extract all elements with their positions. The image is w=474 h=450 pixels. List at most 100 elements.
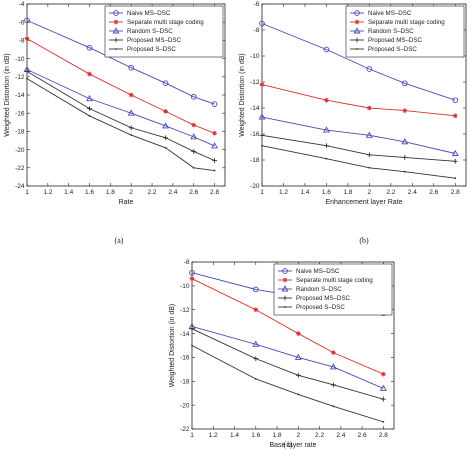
y-axis-label: Weighted Distortion (in dB) xyxy=(4,53,11,137)
data-point xyxy=(192,166,195,169)
x-tick-label: 1 xyxy=(190,432,194,439)
data-point xyxy=(253,356,259,362)
data-point xyxy=(295,331,301,336)
data-point xyxy=(368,166,371,169)
legend-box xyxy=(104,5,224,58)
data-point xyxy=(191,149,197,154)
y-tick-label: -6 xyxy=(19,19,25,26)
y-tick-label: -12 xyxy=(250,79,260,86)
data-point xyxy=(130,134,133,136)
y-tick-label: -16 xyxy=(250,131,260,138)
series-line xyxy=(26,19,215,105)
series-line xyxy=(26,70,215,161)
data-point xyxy=(324,97,329,103)
data-point xyxy=(128,64,135,71)
y-tick-label: -10 xyxy=(15,56,25,63)
data-point xyxy=(382,420,385,423)
legend-entry: Naive MS–DSC xyxy=(368,10,412,17)
y-tick-label: -14 xyxy=(250,105,260,112)
y-tick-label: -8 xyxy=(19,38,25,45)
data-point xyxy=(380,396,386,402)
legend-marker xyxy=(113,19,119,25)
data-point xyxy=(403,170,406,173)
legend-entry: Random S–DSC xyxy=(368,28,414,35)
x-tick-label: 1.6 xyxy=(85,189,94,196)
y-tick-label: -20 xyxy=(15,147,25,154)
data-point xyxy=(88,115,91,117)
legend-entry: Proposed MS–DSC xyxy=(127,37,182,44)
x-tick-label: 2.4 xyxy=(336,432,345,439)
legend-marker xyxy=(282,295,288,301)
x-tick-label: 2.4 xyxy=(168,189,177,196)
y-tick-label: -20 xyxy=(180,402,190,409)
data-point xyxy=(254,378,257,380)
x-tick-label: 1 xyxy=(25,189,29,196)
y-tick-label: -12 xyxy=(15,74,25,81)
x-tick-label: 1.8 xyxy=(343,189,352,196)
data-point xyxy=(329,363,337,370)
legend-marker xyxy=(354,10,360,16)
data-point xyxy=(332,405,335,408)
y-tick-label: -14 xyxy=(180,331,190,338)
data-point xyxy=(253,307,259,313)
y-tick-label: -6 xyxy=(254,1,260,8)
data-point xyxy=(402,155,408,160)
legend-entry: Separate multi stage coding xyxy=(368,19,445,26)
x-tick-label: 2 xyxy=(129,189,133,196)
data-point xyxy=(323,46,330,53)
y-tick-label: -16 xyxy=(180,355,190,362)
legend-entry: Proposed MS–DSC xyxy=(368,37,423,44)
data-point xyxy=(87,106,92,112)
x-tick-label: 1 xyxy=(260,189,264,196)
y-tick-label: -18 xyxy=(250,157,260,164)
data-point xyxy=(211,142,219,149)
data-point xyxy=(86,94,93,102)
data-point xyxy=(365,131,373,138)
subfigure-caption: (a) xyxy=(115,236,124,245)
x-tick-label: 2.8 xyxy=(210,189,219,196)
data-point xyxy=(295,372,301,378)
x-tick-label: 2.2 xyxy=(315,432,324,439)
data-point xyxy=(324,143,329,149)
x-tick-label: 1.2 xyxy=(43,189,52,196)
data-point xyxy=(87,71,92,77)
data-point xyxy=(331,382,336,388)
legend-entry: Naive MS–DSC xyxy=(296,268,340,275)
x-tick-label: 2.6 xyxy=(358,432,367,439)
legend-entry: Proposed S–DSC xyxy=(368,46,417,53)
data-point xyxy=(190,93,197,100)
x-tick-label: 1.4 xyxy=(230,432,239,439)
subfigure-caption: (c) xyxy=(284,440,293,449)
y-tick-label: -16 xyxy=(15,110,25,117)
legend-entry: Naive MS–DSC xyxy=(127,10,171,17)
legend-marker xyxy=(284,306,286,308)
x-tick-label: 2 xyxy=(297,432,301,439)
data-point xyxy=(191,122,197,128)
data-point xyxy=(212,158,217,163)
data-point xyxy=(258,113,266,120)
legend-entry: Separate multi stage coding xyxy=(127,19,204,26)
data-point xyxy=(366,105,372,111)
legend-marker xyxy=(354,19,360,25)
x-tick-label: 2.2 xyxy=(148,189,157,196)
y-tick-label: -10 xyxy=(250,53,260,60)
x-tick-label: 2.2 xyxy=(386,189,395,196)
y-tick-label: -12 xyxy=(180,307,190,314)
series-line xyxy=(191,325,384,389)
data-point xyxy=(252,340,260,347)
data-point xyxy=(294,353,302,360)
legend-marker xyxy=(282,268,288,274)
series-line xyxy=(26,78,215,171)
data-point xyxy=(191,344,193,347)
data-point xyxy=(380,371,386,377)
series-line xyxy=(26,69,215,147)
y-tick-label: -24 xyxy=(15,183,25,190)
y-tick-label: -22 xyxy=(180,426,190,433)
legend-entry: Random S–DSC xyxy=(127,28,173,35)
legend-marker xyxy=(112,27,120,34)
chart-b: 1 1.2 1.4 1.6 1.8 2 2.2 2.4 2.6 2.8 -6 -8 -10 -12 -14 -… xyxy=(239,1,467,245)
x-axis-label: Rate xyxy=(119,199,134,206)
data-point xyxy=(86,44,93,51)
x-tick-label: 2.4 xyxy=(408,189,417,196)
